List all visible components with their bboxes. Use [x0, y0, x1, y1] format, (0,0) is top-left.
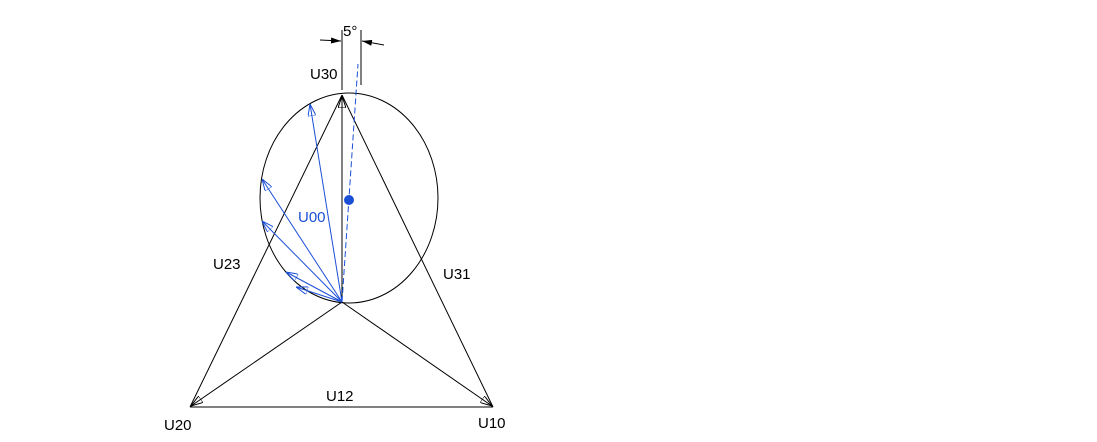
- blue-phasor-5: [286, 272, 343, 303]
- u00-label: U00: [298, 209, 326, 226]
- dim-arrow-left: [319, 37, 342, 44]
- u23-line: [189, 94, 343, 408]
- blue-phasor-3: [262, 179, 343, 303]
- blue-phasor-1: [341, 63, 359, 303]
- u31-line: [341, 94, 494, 408]
- circle-center-dot: [344, 195, 354, 205]
- u10-phasor: [341, 301, 492, 406]
- blue-phasor-6: [296, 287, 343, 303]
- angle-label: 5°: [343, 23, 357, 40]
- u23-label: U23: [213, 256, 241, 273]
- u20-phasor: [191, 301, 343, 406]
- blue-phasor-2: [310, 104, 343, 303]
- blue-phasor-4: [262, 221, 343, 303]
- locus-circle: [259, 92, 439, 304]
- u20-label: U20: [164, 417, 192, 434]
- dim-arrow-right: [361, 39, 385, 46]
- u12-label: U12: [326, 388, 354, 405]
- u31-label: U31: [443, 266, 471, 283]
- u10-label: U10: [478, 415, 506, 432]
- u30-label: U30: [310, 66, 338, 83]
